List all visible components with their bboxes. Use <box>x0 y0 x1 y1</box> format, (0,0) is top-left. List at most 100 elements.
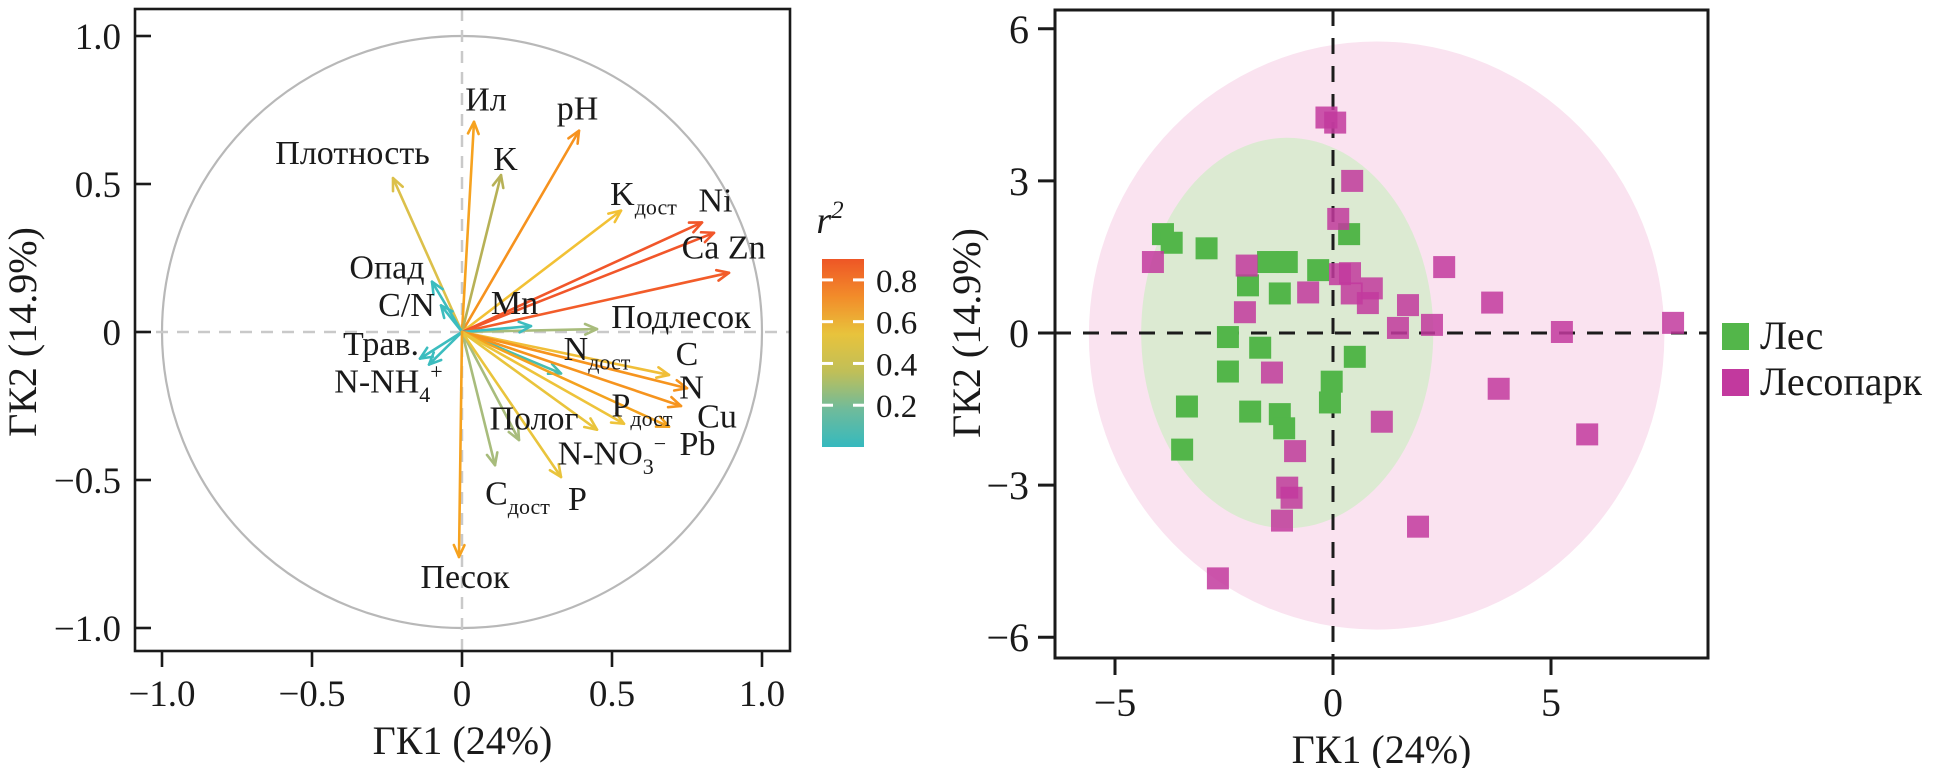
data-point-lesopark <box>1386 316 1409 339</box>
y-axis-tick-label-right: −3 <box>986 463 1029 508</box>
loading-arrow-C/N <box>439 304 464 334</box>
data-point-lesopark <box>1481 291 1504 314</box>
legend-label-lesopark: Лесопарк <box>1760 359 1922 404</box>
x-axis-tick-label-right: 0 <box>1323 680 1343 725</box>
right-y-axis-title: ГК2 (14.9%) <box>944 228 989 438</box>
x-axis-tick-label: 0.5 <box>589 674 635 715</box>
loading-arrow-Ni <box>460 221 704 334</box>
data-point-lesopark <box>1370 410 1393 433</box>
loading-arrow-Cдост <box>460 330 497 467</box>
data-point-lesopark <box>1270 509 1293 532</box>
legend-item-lesopark: Лесопарк <box>1722 362 1922 402</box>
loading-arrow-Полог <box>460 330 521 442</box>
arrow-label: Подлесок <box>611 299 751 336</box>
loading-arrow-C <box>460 330 671 377</box>
arrowhead-icon-Песок <box>452 543 466 559</box>
loading-arrow-Песок <box>457 330 464 559</box>
left-x-axis-title: ГК1 (24%) <box>373 718 553 763</box>
data-point-lesopark <box>1339 262 1362 285</box>
x-axis-tick-label: −0.5 <box>278 674 345 715</box>
data-point-lesopark <box>1141 251 1164 274</box>
y-axis-tick-label: −0.5 <box>54 461 121 502</box>
data-point-les <box>1275 251 1298 274</box>
arrow-label: Полог <box>489 400 578 437</box>
arrowhead-icon-P <box>548 462 563 479</box>
arrowhead-icon-Ca <box>699 230 716 244</box>
right-x-axis-title: ГК1 (24%) <box>1292 727 1472 768</box>
colorbar-tick-label: 0.6 <box>876 306 917 342</box>
data-point-les <box>1343 345 1366 368</box>
les-swatch-icon <box>1722 322 1749 350</box>
arrow-label: N-NH4+ <box>334 359 442 407</box>
x-axis-tick-label: 1.0 <box>739 674 785 715</box>
data-point-lesopark <box>1550 320 1573 343</box>
arrow-label: Pb <box>680 426 716 463</box>
loading-arrow-N-NH4+ <box>427 330 464 366</box>
data-point-lesopark <box>1420 313 1443 336</box>
loading-arrow-Kдост <box>460 209 623 334</box>
arrowhead-icon-Pb <box>654 415 671 429</box>
arrow-label: pH <box>557 91 599 128</box>
arrowhead-icon-Трав. <box>418 346 435 360</box>
data-point-les <box>1320 370 1343 393</box>
arrowhead-icon-Ni <box>687 221 704 234</box>
arrow-label: P <box>568 481 587 518</box>
x-axis-tick-label-right: −5 <box>1094 680 1137 725</box>
y-axis-tick-label: 1.0 <box>75 17 121 58</box>
y-axis-tick-label: −1.0 <box>54 609 121 650</box>
data-point-les <box>1239 400 1262 423</box>
colorbar-tick-label: 0.4 <box>876 347 917 383</box>
arrowhead-icon-Ил <box>466 120 480 136</box>
arrow-label: Плотность <box>275 135 429 172</box>
arrow-label: K <box>493 141 518 178</box>
loading-arrow-Zn <box>460 271 731 334</box>
colorbar-gradient <box>822 259 864 447</box>
x-axis-tick-label: 0 <box>453 674 472 715</box>
data-point-les <box>1216 326 1239 349</box>
arrowhead-icon-Cдост <box>485 451 499 467</box>
data-point-les <box>1318 391 1341 414</box>
loading-arrow-Ил <box>460 120 476 334</box>
loading-arrow-P <box>460 330 563 479</box>
arrow-label: Трав. <box>343 326 419 363</box>
arrowhead-icon-Mn <box>517 320 533 334</box>
colorbar-tick-label: 0.8 <box>876 264 917 300</box>
data-point-les <box>1236 274 1259 297</box>
data-point-lesopark <box>1233 301 1256 324</box>
loading-arrow-Pb <box>460 330 671 429</box>
arrow-label: Опад <box>349 249 424 286</box>
y-axis-tick-label: 0.5 <box>75 165 121 206</box>
colorbar-tick-label: 0.2 <box>876 389 917 425</box>
loading-arrow-pH <box>460 129 581 334</box>
loading-arrow-Подлесок <box>460 327 599 334</box>
arrow-label: Песок <box>420 559 510 596</box>
arrowhead-icon-pH <box>567 129 581 145</box>
data-point-les <box>1216 360 1239 383</box>
legend-label-les: Лес <box>1760 313 1824 358</box>
arrow-label: Mn <box>491 285 538 322</box>
arrow-label: C <box>676 336 699 373</box>
arrowhead-icon-N <box>672 378 689 392</box>
x-axis-tick-label: −1.0 <box>128 674 195 715</box>
arrowhead-icon-Zn <box>714 268 731 282</box>
data-point-lesopark <box>1433 256 1456 279</box>
arrow-label: N <box>679 370 704 407</box>
data-point-les <box>1268 282 1291 305</box>
data-point-lesopark <box>1341 169 1364 192</box>
loading-arrow-Cu <box>460 330 683 408</box>
data-point-lesopark <box>1284 440 1307 463</box>
arrowhead-icon-Cu <box>666 395 683 409</box>
arrow-label: Ca Zn <box>682 230 766 267</box>
arrowhead-icon-N-NO3- <box>582 417 599 431</box>
left-y-axis-title: ГК2 (14.9%) <box>0 227 45 437</box>
data-point-lesopark <box>1280 486 1303 509</box>
arrow-label: Nдост <box>564 331 631 375</box>
data-point-les <box>1195 237 1218 260</box>
data-point-lesopark <box>1260 361 1283 384</box>
data-point-les <box>1273 417 1296 440</box>
data-point-lesopark <box>1297 281 1320 304</box>
arrowhead-icon-Подлесок <box>583 322 599 336</box>
data-point-lesopark <box>1576 423 1599 446</box>
